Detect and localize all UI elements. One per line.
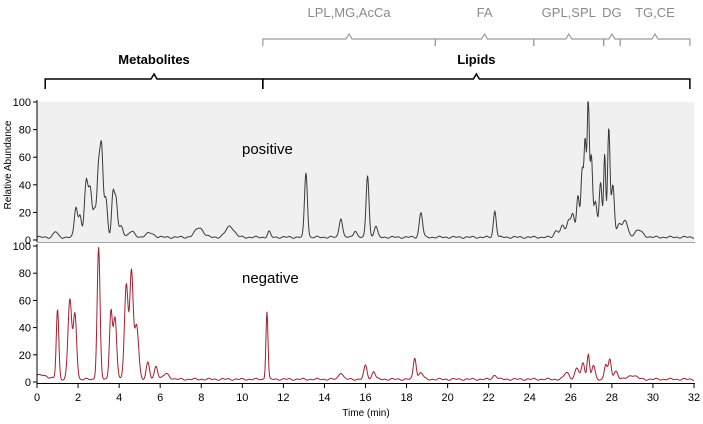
- lipid-class-bracket: [434, 32, 535, 46]
- y-axis-title: Relative Abundance: [3, 120, 14, 209]
- y-tick-label: 100: [13, 241, 31, 253]
- lipid-class-bracket: [619, 32, 691, 46]
- lipid-class-label: TG,CE: [635, 5, 675, 20]
- negative-panel-label: negative: [242, 270, 299, 287]
- lipid-class-label: GPL,SPL: [542, 5, 596, 20]
- lipid-class-label: FA: [477, 5, 493, 20]
- y-tick-label: 80: [19, 125, 31, 137]
- y-tick-label: 20: [19, 350, 31, 362]
- negative-trace: [36, 247, 695, 381]
- y-tick-label: 100: [13, 97, 31, 109]
- positive-trace: [36, 101, 695, 239]
- lipid-class-bracket: [533, 32, 605, 46]
- negative-panel-background: [37, 244, 694, 383]
- x-tick-label: 30: [647, 392, 659, 404]
- x-tick-label: 12: [277, 392, 289, 404]
- group-bracket: [44, 72, 264, 89]
- y-tick-label: 60: [19, 152, 31, 164]
- x-tick-label: 22: [483, 392, 495, 404]
- x-tick-label: 24: [524, 392, 536, 404]
- y-tick-label: 40: [19, 323, 31, 335]
- x-tick-label: 6: [157, 392, 163, 404]
- lipid-class-bracket: [262, 32, 436, 46]
- x-axis-title: Time (min): [342, 408, 389, 419]
- y-tick-label: 60: [19, 295, 31, 307]
- x-tick-label: 18: [400, 392, 412, 404]
- x-tick-label: 0: [34, 392, 40, 404]
- x-tick-label: 16: [359, 392, 371, 404]
- group-label: Lipids: [457, 52, 495, 67]
- x-tick-label: 10: [236, 392, 248, 404]
- lipid-class-label: LPL,MG,AcCa: [308, 5, 392, 20]
- group-bracket: [262, 72, 691, 89]
- x-tick-label: 8: [198, 392, 204, 404]
- lipid-class-label: DG: [602, 5, 622, 20]
- lipid-class-bracket: [603, 32, 621, 46]
- y-tick-label: 40: [19, 180, 31, 192]
- x-tick-label: 20: [442, 392, 454, 404]
- positive-panel-label: positive: [242, 141, 293, 158]
- y-tick-label: 20: [19, 207, 31, 219]
- x-tick-label: 14: [318, 392, 330, 404]
- x-tick-label: 28: [606, 392, 618, 404]
- y-tick-label: 0: [25, 377, 31, 389]
- x-tick-label: 26: [565, 392, 577, 404]
- group-label: Metabolites: [118, 52, 190, 67]
- x-tick-label: 4: [116, 392, 122, 404]
- x-tick-label: 2: [75, 392, 81, 404]
- y-tick-label: 0: [25, 235, 31, 247]
- y-tick-label: 80: [19, 268, 31, 280]
- x-tick-label: 32: [688, 392, 700, 404]
